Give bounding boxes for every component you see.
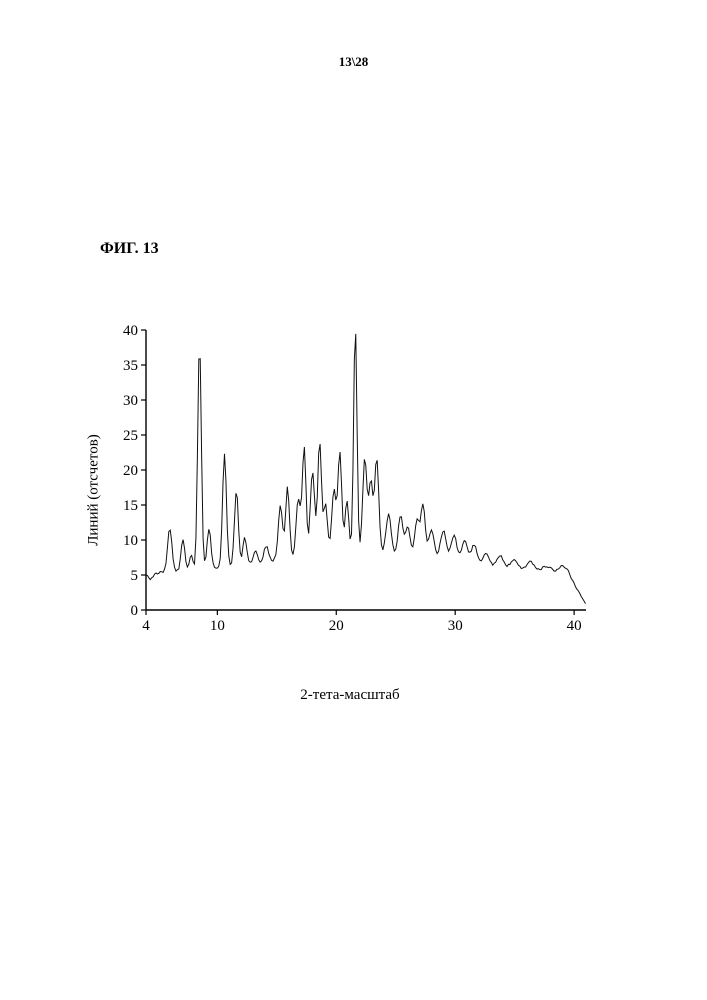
x-axis-label: 2-тета-масштаб [100,687,600,704]
svg-text:0: 0 [131,603,139,619]
svg-text:10: 10 [123,533,138,549]
svg-text:5: 5 [131,568,139,584]
y-axis-label: Линий (отсчетов) [86,434,103,546]
svg-text:40: 40 [123,323,138,339]
xrd-chart: Линий (отсчетов) 05101520253035404102030… [100,320,600,660]
svg-text:30: 30 [123,393,138,409]
svg-text:30: 30 [448,618,463,634]
svg-text:20: 20 [123,463,138,479]
chart-svg: 0 5 10 15 20 25 30 35 40 4 10 20 30 40 [100,320,596,638]
figure-label: ФИГ. 13 [100,240,159,258]
page-number: 13\28 [0,54,707,70]
svg-text:25: 25 [123,428,138,444]
svg-text:40: 40 [567,618,582,634]
page: 13\28 ФИГ. 13 Линий (отсчетов) 0 5 10 15 20 2… [0,0,707,1000]
svg-text:4: 4 [142,618,150,634]
svg-text:15: 15 [123,498,138,514]
svg-text:35: 35 [123,358,138,374]
svg-text:10: 10 [210,618,225,634]
svg-text:20: 20 [329,618,344,634]
